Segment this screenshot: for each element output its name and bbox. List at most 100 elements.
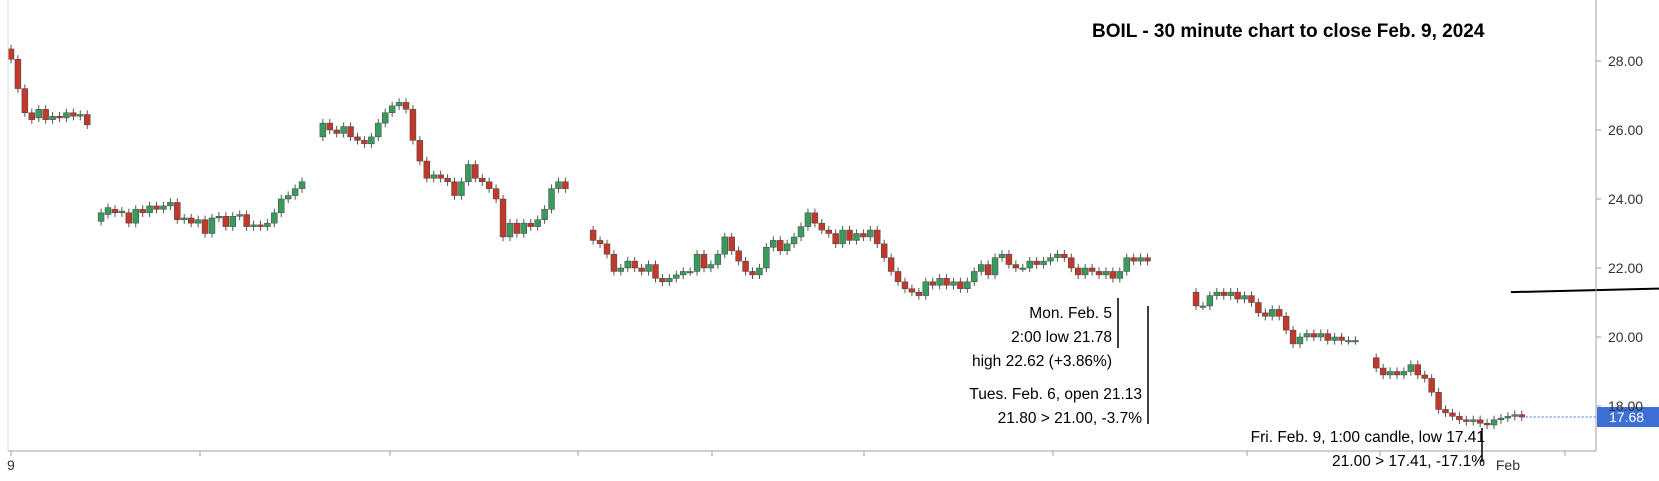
- candle-body: [97, 212, 105, 222]
- candle-body: [652, 264, 659, 279]
- candle-body: [1463, 419, 1470, 422]
- candle-body: [1199, 305, 1207, 308]
- candle-body: [666, 278, 673, 283]
- candle-body: [354, 136, 361, 141]
- candle-body: [818, 222, 826, 231]
- candle-body: [250, 224, 257, 227]
- candle-body: [562, 181, 569, 189]
- candle-body: [479, 178, 486, 183]
- candle-body: [1019, 267, 1026, 270]
- candle-body: [1255, 302, 1262, 314]
- candle-body: [1026, 260, 1033, 269]
- candle-body: [901, 281, 909, 289]
- candle-body: [1088, 267, 1096, 272]
- candle-body: [7, 48, 15, 60]
- candle-body: [742, 260, 749, 272]
- x-tick-label: 9: [7, 457, 15, 473]
- candle-body: [984, 264, 992, 276]
- candle-body: [1310, 333, 1318, 338]
- candle-body: [1324, 333, 1331, 341]
- candle-body: [1262, 312, 1269, 317]
- overlay-layer: 17.68: [1510, 287, 1659, 428]
- candle-body: [298, 181, 306, 189]
- candle-body: [721, 236, 729, 255]
- candle-body: [1192, 291, 1200, 307]
- candle-body: [1220, 291, 1227, 296]
- candle-body: [70, 112, 77, 117]
- candle-body: [541, 209, 548, 220]
- candle-body: [1428, 378, 1435, 393]
- candle-body: [1393, 371, 1401, 376]
- candle-body: [458, 181, 465, 196]
- candle-body: [777, 240, 784, 251]
- annotation-line: 2:00 low 21.78: [1011, 329, 1112, 346]
- candle-body: [1095, 271, 1103, 276]
- candle-body: [548, 188, 555, 210]
- candle-body: [1476, 419, 1484, 424]
- trendline: [1510, 287, 1659, 294]
- candle-body: [492, 188, 500, 200]
- candle-body: [707, 264, 715, 269]
- candle-body: [1234, 291, 1241, 300]
- candle-body: [1483, 423, 1491, 426]
- candle-body: [915, 291, 923, 296]
- candle-body: [874, 229, 881, 245]
- candle-body: [42, 109, 49, 120]
- candle-body: [596, 240, 604, 245]
- annotation-line: 21.80 > 21.00, -3.7%: [998, 410, 1143, 427]
- candle-body: [1504, 416, 1512, 419]
- candle-body: [617, 267, 625, 272]
- candle-body: [1352, 340, 1359, 343]
- candle-body: [1033, 260, 1040, 265]
- candle-body: [700, 253, 708, 269]
- candle-body: [104, 207, 112, 215]
- candle-body: [1109, 271, 1117, 279]
- candle-body: [846, 229, 853, 241]
- candle-body: [423, 160, 431, 179]
- candle-body: [749, 271, 756, 276]
- candle-body: [679, 271, 687, 276]
- candle-body: [347, 126, 354, 138]
- last-price-tag: [1597, 407, 1659, 428]
- annotation-line: Tues. Feb. 6, open 21.13: [969, 386, 1142, 403]
- candle-body: [839, 229, 846, 245]
- annotation-line: Mon. Feb. 5: [1029, 305, 1112, 322]
- candle-body: [1331, 336, 1338, 341]
- candle-body: [1130, 257, 1137, 262]
- candle-body: [1123, 257, 1130, 272]
- candle-body: [222, 216, 230, 227]
- y-tick-label: 24.00: [1608, 191, 1643, 207]
- candle-body: [832, 233, 839, 245]
- candle-body: [402, 102, 410, 110]
- candle-body: [181, 217, 188, 220]
- candle-body: [659, 278, 666, 283]
- candle-body: [409, 109, 417, 141]
- candle-body: [125, 212, 133, 224]
- candle-body: [714, 253, 722, 265]
- candle-body: [14, 59, 22, 89]
- candle-body: [977, 264, 985, 272]
- annotation-line: 21.00 > 17.41, -17.1%: [1332, 453, 1485, 470]
- candle-body: [118, 210, 126, 214]
- candle-body: [326, 122, 333, 131]
- candle-body: [867, 229, 874, 238]
- candle-body: [284, 195, 292, 200]
- candle-body: [1012, 264, 1020, 269]
- candle-body: [1456, 416, 1463, 421]
- candle-body: [735, 250, 742, 262]
- candle-body: [1040, 260, 1047, 265]
- candle-body: [853, 233, 860, 241]
- candle-layer: [7, 44, 1525, 430]
- candle-body: [375, 122, 382, 138]
- candle-body: [388, 105, 396, 113]
- candle-body: [1511, 414, 1519, 417]
- candle-body: [1345, 340, 1352, 343]
- y-tick-label: 28.00: [1608, 53, 1643, 69]
- candle-body: [673, 274, 680, 279]
- x-tick-label: Feb: [1496, 457, 1520, 473]
- candle-body: [1414, 364, 1422, 376]
- candle-body: [1470, 419, 1477, 422]
- candle-body: [111, 209, 119, 214]
- candle-body: [132, 209, 139, 224]
- candle-body: [1116, 271, 1124, 279]
